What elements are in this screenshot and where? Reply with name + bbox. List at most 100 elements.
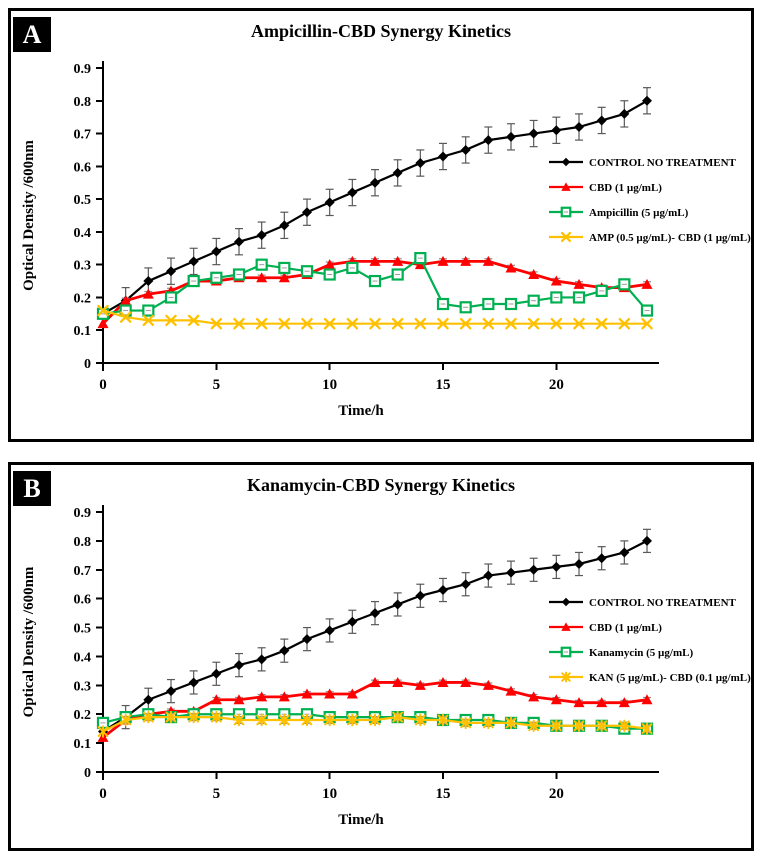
star-marker (460, 716, 472, 730)
legend-label-cbd: CBD (1 µg/mL) (589, 182, 662, 194)
square-open-marker (618, 278, 631, 291)
square-open-marker (187, 274, 200, 288)
star-marker (188, 710, 200, 724)
star-marker (528, 719, 540, 732)
diamond-marker (506, 131, 517, 142)
triangle-marker (346, 688, 358, 699)
square-open-marker (504, 297, 518, 311)
triangle-marker (369, 255, 381, 266)
diamond-marker (143, 276, 154, 287)
diamond-marker (642, 95, 653, 106)
svg-text:0.6: 0.6 (74, 160, 92, 175)
svg-text:0.4: 0.4 (74, 226, 92, 241)
svg-text:0: 0 (99, 786, 107, 802)
x-marker (414, 317, 427, 330)
diamond-marker (561, 157, 571, 167)
triangle-marker (256, 691, 268, 702)
legend-label-cbd: CBD (1 µg/mL) (589, 622, 662, 634)
x-marker (187, 314, 200, 327)
triangle-marker (233, 694, 245, 705)
legend: CONTROL NO TREATMENT CBD (1 µg/mL) Ampicil… (549, 157, 751, 244)
svg-text:0: 0 (84, 766, 91, 781)
diamond-marker (188, 256, 199, 267)
triangle-marker (437, 255, 449, 266)
star-marker (437, 713, 449, 727)
svg-text:0.9: 0.9 (74, 506, 92, 521)
diamond-marker (166, 686, 177, 697)
diamond-marker (574, 122, 585, 132)
triangle-marker (120, 295, 132, 306)
diamond-marker (370, 177, 381, 188)
triangle-marker (505, 262, 517, 273)
legend-label-amp-cbd: AMP (0.5 µg/mL)- CBD (1 µg/mL) (589, 232, 751, 244)
square-open-marker (210, 271, 223, 284)
svg-text:0.1: 0.1 (74, 324, 92, 339)
star-marker (550, 719, 562, 732)
x-marker (278, 317, 291, 330)
triangle-marker (460, 255, 472, 266)
diamond-marker (528, 564, 539, 575)
legend-item-control: CONTROL NO TREATMENT (549, 157, 737, 169)
triangle-marker (561, 622, 571, 631)
diamond-marker (143, 694, 154, 705)
x-marker (369, 317, 381, 330)
legend-item-cbd: CBD (1 µg/mL) (549, 182, 662, 194)
square-open-marker (436, 297, 450, 311)
triangle-marker (550, 275, 562, 286)
triangle-marker (301, 688, 313, 699)
x-marker (527, 317, 540, 330)
star-marker (641, 722, 653, 735)
y-axis-ticks: 0 0.1 0.2 0.3 0.4 0.5 0.6 0.7 0.8 0.9 (74, 506, 103, 781)
legend: CONTROL NO TREATMENT CBD (1 µg/mL) Kanamyc… (549, 597, 751, 684)
svg-text:0: 0 (84, 357, 91, 372)
x-marker (505, 317, 517, 330)
square-open-marker (560, 646, 572, 658)
triangle-marker (596, 697, 608, 708)
svg-text:20: 20 (549, 786, 564, 802)
legend-item-kan-cbd: KAN (5 µg/mL)- CBD (0.1 µg/mL) (549, 671, 751, 684)
square-open-marker (640, 304, 654, 317)
square-open-marker (459, 301, 472, 314)
x-axis-label: Time/h (338, 812, 384, 828)
svg-text:0.3: 0.3 (74, 679, 92, 694)
square-open-marker (527, 294, 540, 307)
x-marker (255, 317, 268, 330)
diamond-marker (619, 547, 630, 558)
triangle-marker (392, 255, 404, 266)
chart-b-canvas: 0 0.1 0.2 0.3 0.4 0.5 0.6 0.7 0.8 0.9 0 5 10 15 20 Opti… (21, 505, 751, 828)
square-open-marker (414, 252, 427, 265)
diamond-marker (438, 151, 449, 162)
x-marker (459, 317, 472, 330)
chart-title-a: Ampicillin-CBD Synergy Kinetics (251, 21, 511, 41)
diamond-marker (483, 570, 494, 581)
panel-a-label: A (13, 17, 51, 52)
diamond-marker (211, 246, 222, 257)
x-marker (233, 317, 245, 330)
triangle-marker (573, 697, 585, 708)
star-marker (120, 713, 132, 727)
square-open-marker (482, 297, 495, 311)
x-marker (391, 317, 404, 330)
x-marker (560, 231, 572, 243)
diamond-marker (166, 266, 177, 277)
x-marker (142, 314, 155, 327)
triangle-marker (210, 694, 222, 705)
svg-text:0.6: 0.6 (74, 593, 92, 608)
star-marker (505, 716, 517, 730)
star-marker (142, 710, 154, 724)
square-open-marker (164, 291, 178, 304)
svg-text:0.7: 0.7 (74, 128, 92, 143)
svg-text:5: 5 (213, 786, 221, 802)
triangle-marker (460, 676, 472, 687)
triangle-marker (482, 679, 494, 690)
triangle-marker (97, 318, 109, 329)
x-marker (550, 317, 563, 330)
triangle-marker (528, 269, 540, 279)
x-marker (437, 317, 449, 330)
svg-text:0.4: 0.4 (74, 650, 92, 665)
triangle-marker (324, 688, 336, 699)
diamond-marker (551, 125, 562, 136)
legend-item-control: CONTROL NO TREATMENT (549, 597, 737, 609)
svg-text:0.8: 0.8 (74, 95, 92, 110)
x-marker (346, 317, 359, 330)
